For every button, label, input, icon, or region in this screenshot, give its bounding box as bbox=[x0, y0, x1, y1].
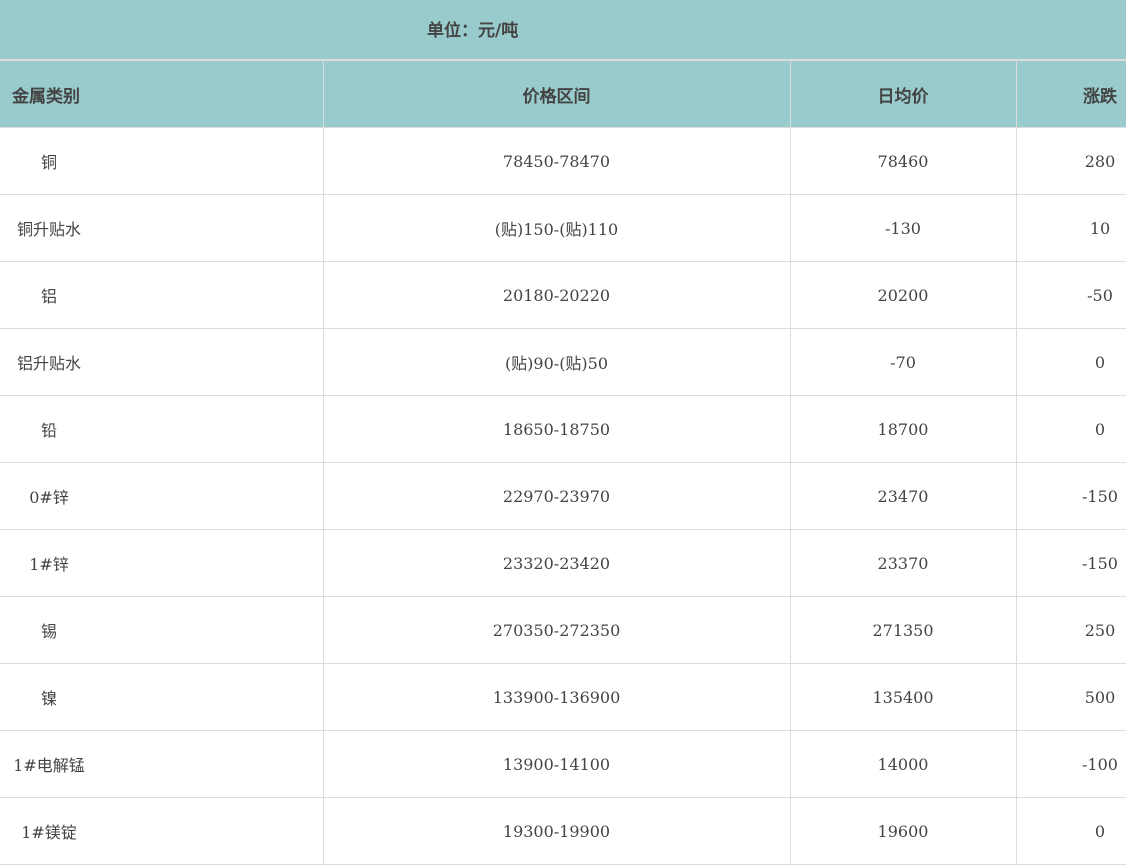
metal-cell: 1#锌 bbox=[0, 529, 324, 597]
avg-cell: -130 bbox=[789, 194, 1017, 262]
metal-cell: 1#电解锰 bbox=[0, 730, 324, 798]
metal-name: 铜 bbox=[40, 153, 57, 172]
unit-row: 单位：元/吨 bbox=[0, 0, 1126, 60]
unit-label: 单位：元/吨 bbox=[427, 21, 519, 41]
change-cell: -50 bbox=[1015, 261, 1126, 329]
table-row: 铝升贴水 (贴)90-(贴)50 -70 0 bbox=[0, 328, 1126, 396]
avg-cell: -70 bbox=[789, 328, 1017, 396]
metal-name: 铜升贴水 bbox=[16, 220, 81, 239]
change-cell: -150 bbox=[1015, 529, 1126, 597]
change-cell: 0 bbox=[1015, 797, 1126, 865]
avg-cell: 78460 bbox=[789, 127, 1017, 195]
change-cell: 250 bbox=[1015, 596, 1126, 664]
change-cell: 280 bbox=[1015, 127, 1126, 195]
range-cell: 19300-19900 bbox=[322, 797, 791, 865]
table-row: 镍 133900-136900 135400 500 bbox=[0, 663, 1126, 731]
metal-cell: 0#锌 bbox=[0, 462, 324, 530]
column-header-avg: 日均价 bbox=[789, 60, 1017, 128]
column-header-change: 涨跌 bbox=[1015, 60, 1126, 128]
range-cell: 18650-18750 bbox=[322, 395, 791, 463]
metal-cell: 镍 bbox=[0, 663, 324, 731]
metal-name: 铝升贴水 bbox=[16, 354, 81, 373]
metal-name: 镍 bbox=[40, 689, 57, 708]
table-row: 铜升贴水 (贴)150-(贴)110 -130 10 bbox=[0, 194, 1126, 262]
avg-cell: 14000 bbox=[789, 730, 1017, 798]
range-cell: 13900-14100 bbox=[322, 730, 791, 798]
metal-name: 1#电解锰 bbox=[13, 756, 85, 775]
avg-cell: 135400 bbox=[789, 663, 1017, 731]
avg-cell: 271350 bbox=[789, 596, 1017, 664]
metal-name: 铝 bbox=[40, 287, 57, 306]
avg-cell: 20200 bbox=[789, 261, 1017, 329]
metal-cell: 锡 bbox=[0, 596, 324, 664]
range-cell: (贴)90-(贴)50 bbox=[322, 328, 791, 396]
avg-cell: 18700 bbox=[789, 395, 1017, 463]
metal-cell: 1#镁锭 bbox=[0, 797, 324, 865]
range-cell: 20180-20220 bbox=[322, 261, 791, 329]
range-cell: 22970-23970 bbox=[322, 462, 791, 530]
column-header-metal: 金属类别 bbox=[0, 60, 324, 128]
metal-price-table: 金属类别 价格区间 日均价 涨跌 铜 78450-78470 78460 280 铜升贴… bbox=[0, 60, 1126, 865]
change-cell: -100 bbox=[1015, 730, 1126, 798]
metal-name: 1#镁锭 bbox=[21, 823, 77, 842]
metal-name: 铅 bbox=[40, 421, 57, 440]
metal-cell: 铝升贴水 bbox=[0, 328, 324, 396]
table-header-row: 金属类别 价格区间 日均价 涨跌 bbox=[0, 60, 1126, 128]
column-header-range: 价格区间 bbox=[322, 60, 791, 128]
range-cell: (贴)150-(贴)110 bbox=[322, 194, 791, 262]
avg-cell: 23470 bbox=[789, 462, 1017, 530]
change-cell: -150 bbox=[1015, 462, 1126, 530]
metal-name: 0#锌 bbox=[29, 488, 69, 507]
metal-name: 锡 bbox=[40, 622, 57, 641]
table-row: 1#锌 23320-23420 23370 -150 bbox=[0, 529, 1126, 597]
avg-cell: 19600 bbox=[789, 797, 1017, 865]
table-row: 1#镁锭 19300-19900 19600 0 bbox=[0, 797, 1126, 865]
range-cell: 133900-136900 bbox=[322, 663, 791, 731]
range-cell: 23320-23420 bbox=[322, 529, 791, 597]
table-row: 铅 18650-18750 18700 0 bbox=[0, 395, 1126, 463]
table-row: 铜 78450-78470 78460 280 bbox=[0, 127, 1126, 195]
table-row: 铝 20180-20220 20200 -50 bbox=[0, 261, 1126, 329]
metal-name: 1#锌 bbox=[29, 555, 69, 574]
change-cell: 0 bbox=[1015, 395, 1126, 463]
change-cell: 500 bbox=[1015, 663, 1126, 731]
table-row: 锡 270350-272350 271350 250 bbox=[0, 596, 1126, 664]
metal-cell: 铜 bbox=[0, 127, 324, 195]
range-cell: 78450-78470 bbox=[322, 127, 791, 195]
table-row: 1#电解锰 13900-14100 14000 -100 bbox=[0, 730, 1126, 798]
change-cell: 10 bbox=[1015, 194, 1126, 262]
metal-cell: 铜升贴水 bbox=[0, 194, 324, 262]
change-cell: 0 bbox=[1015, 328, 1126, 396]
metal-cell: 铅 bbox=[0, 395, 324, 463]
range-cell: 270350-272350 bbox=[322, 596, 791, 664]
avg-cell: 23370 bbox=[789, 529, 1017, 597]
metal-cell: 铝 bbox=[0, 261, 324, 329]
table-row: 0#锌 22970-23970 23470 -150 bbox=[0, 462, 1126, 530]
